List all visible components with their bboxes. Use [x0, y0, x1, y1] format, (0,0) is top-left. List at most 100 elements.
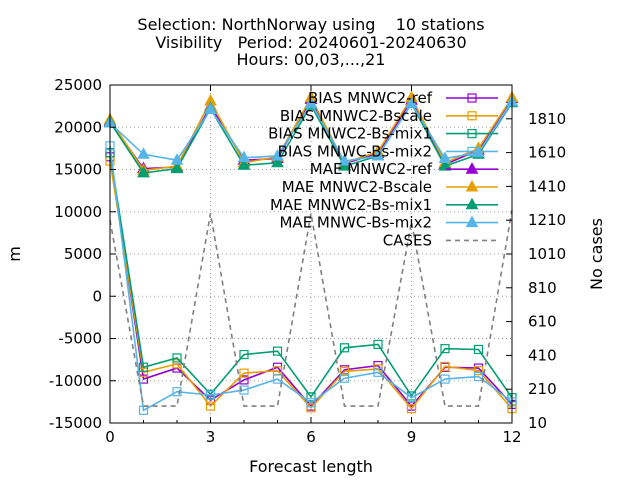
series-line: [109, 209, 513, 407]
data-point: [371, 148, 385, 161]
chart-title-line-3: Hours: 00,03,...,21: [237, 50, 386, 69]
y-axis-label: m: [5, 246, 24, 262]
data-point: [137, 147, 150, 159]
data-point: [339, 373, 350, 383]
x-tick-label: 3: [206, 428, 216, 446]
data-point: [306, 398, 316, 408]
legend-swatch-marker: [467, 129, 477, 139]
series-line: [109, 145, 513, 412]
legend-item: MAE MNWC2-Bs-mix1: [270, 196, 498, 214]
y2-tick-label: 1610: [528, 144, 566, 162]
data-point: [406, 404, 417, 414]
data-point: [406, 393, 417, 403]
legend-label: MAE MNWC2-Bs-mix1: [270, 196, 432, 214]
data-point: [172, 353, 182, 363]
data-point: [239, 385, 249, 395]
data-point: [170, 153, 184, 165]
x-tick-label: 12: [502, 428, 521, 446]
data-point: [204, 102, 217, 115]
data-point: [237, 150, 251, 163]
y2-tick-label: 610: [528, 313, 557, 331]
series-bias-mnwc2-bscale: [105, 156, 517, 414]
y-tick-label: 5000: [64, 245, 102, 263]
plot-series: [103, 90, 519, 415]
data-point: [339, 343, 350, 353]
y2-tick-label: 1210: [528, 211, 566, 229]
y2-tick-label: 1010: [528, 245, 566, 263]
legend-swatch-marker: [467, 146, 477, 156]
legend-item: MAE MNWC2-ref: [310, 160, 498, 178]
data-point: [205, 401, 216, 411]
data-point: [239, 368, 249, 378]
data-point: [138, 405, 149, 415]
data-point: [306, 392, 316, 402]
data-point: [172, 359, 182, 369]
series-line: [109, 152, 513, 399]
y2-tick-label: 210: [528, 380, 557, 398]
y2-axis-label: No cases: [587, 218, 606, 290]
data-point: [272, 374, 283, 384]
data-point: [373, 339, 383, 350]
grid: [110, 85, 512, 423]
y2-tick-label: 1410: [528, 177, 566, 195]
y-tick-label: 25000: [54, 76, 102, 94]
legend-item: MAE MNWC-Bs-mix2: [279, 214, 498, 232]
data-point: [473, 371, 484, 382]
y-tick-label: -15000: [49, 414, 102, 432]
legend-swatch-marker: [467, 111, 477, 121]
series-bias-mnwc-bs-mix2: [105, 141, 517, 415]
data-point: [405, 96, 418, 109]
y-tick-label: 20000: [54, 118, 102, 136]
data-point: [272, 346, 283, 356]
legend-label: CASES: [383, 231, 432, 249]
legend-swatch-marker: [465, 179, 479, 192]
series-line: [109, 160, 513, 410]
data-point: [440, 344, 450, 354]
legend-item: MAE MNWC2-Bscale: [282, 178, 498, 196]
y-tick-label: 10000: [54, 203, 102, 221]
y-tick-label: -10000: [49, 372, 102, 390]
data-point: [440, 374, 450, 384]
data-point: [271, 155, 284, 168]
x-tick-label: 0: [105, 428, 115, 446]
y-tick-label: -5000: [58, 330, 102, 348]
data-point: [237, 158, 251, 170]
y2-tick-label: 810: [528, 279, 557, 297]
data-point: [138, 362, 149, 372]
data-point: [438, 151, 452, 164]
data-point: [338, 154, 351, 166]
legend-item: BIAS MNWC2-Bs-mix1: [268, 125, 498, 143]
data-point: [306, 403, 316, 413]
legend-label: BIAS MNWC2-Bscale: [280, 107, 432, 125]
legend-label: MAE MNWC2-Bscale: [282, 178, 432, 196]
y-tick-label: 15000: [54, 161, 102, 179]
x-axis-label: Forecast length: [249, 457, 373, 476]
data-point: [239, 349, 249, 360]
data-point: [205, 390, 216, 400]
legend-item: CASES: [383, 231, 498, 249]
data-point: [373, 367, 383, 377]
legend-item: BIAS MNWC-Bs-mix2: [278, 142, 498, 160]
y2-tick-label: 10: [528, 414, 547, 432]
legend-swatch-marker: [467, 93, 477, 103]
data-point: [473, 344, 484, 355]
chart-title: Selection: NorthNorway using 10 stations…: [137, 15, 484, 69]
chart-title-line-1: Selection: NorthNorway using 10 stations: [137, 15, 484, 34]
data-point: [473, 366, 484, 376]
chart-title-line-2: Visibility Period: 20240601-20240630: [155, 33, 466, 52]
data-point: [339, 366, 350, 377]
legend-swatch-marker: [465, 162, 479, 174]
data-point: [438, 159, 452, 171]
series-cases: [109, 209, 513, 407]
data-point: [138, 367, 149, 377]
legend-label: BIAS MNWC-Bs-mix2: [278, 142, 432, 160]
data-point: [271, 148, 284, 161]
legend-label: BIAS MNWC2-Bs-mix1: [268, 125, 432, 143]
legend-swatch-marker: [465, 215, 479, 228]
y-tick-label: 0: [92, 287, 102, 305]
axis-ticks: 0 3 6 9 12 -15000 -10000 -5000 0 5000 10000 15000 20…: [49, 76, 566, 446]
x-tick-label: 6: [306, 428, 316, 446]
y2-tick-label: 1810: [528, 110, 566, 128]
data-point: [304, 96, 318, 109]
